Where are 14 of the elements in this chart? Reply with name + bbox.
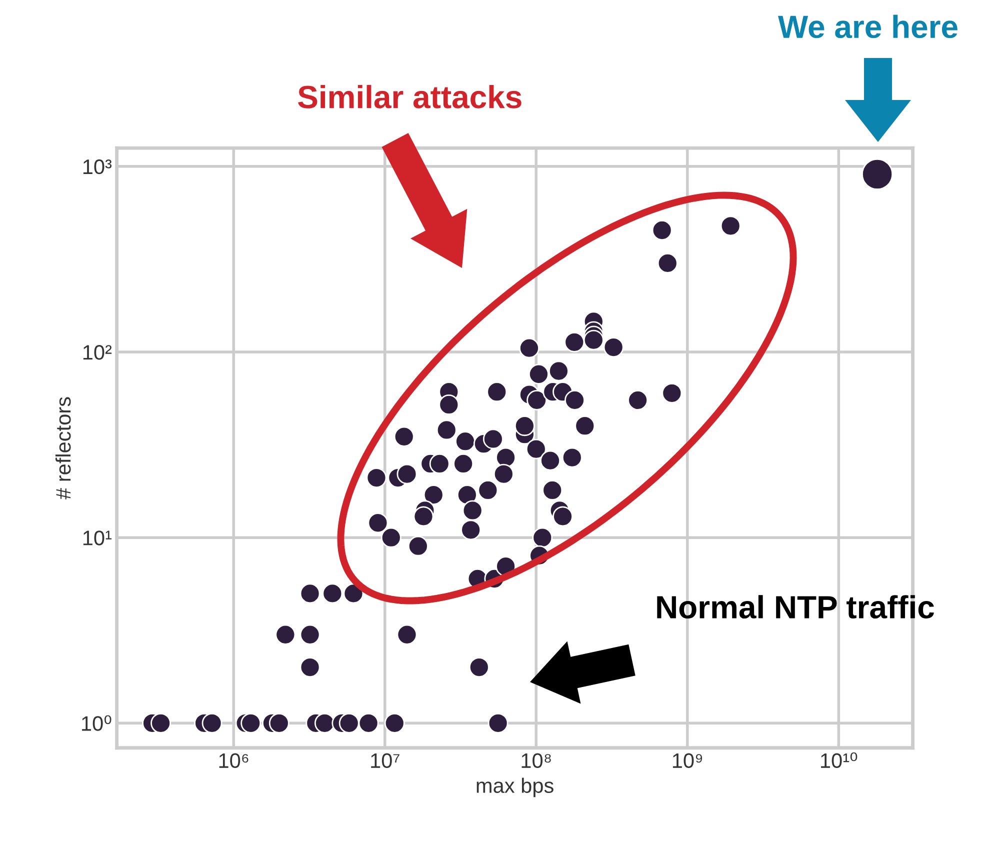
x-tick-label: 10⁹ — [672, 753, 702, 768]
y-tick-label: 10² — [83, 345, 112, 360]
y-tick-label: 10⁰ — [82, 715, 112, 731]
text: We are here — [778, 14, 958, 38]
x-tick-label: 10¹⁰ — [821, 752, 858, 768]
text: Similar attacks — [298, 84, 522, 108]
x-tick-label: 10⁷ — [371, 753, 400, 768]
annotation: Normal NTP traffic — [657, 595, 934, 619]
x-tick-label: 10⁸ — [522, 753, 551, 768]
y-axis-title: # reflectors — [55, 397, 71, 500]
x-tick-label: 10⁶ — [219, 753, 248, 768]
y-tick-label: 10³ — [83, 159, 112, 174]
y-tick-label: 10¹ — [83, 530, 112, 546]
x-axis-title: max bps — [476, 778, 554, 798]
